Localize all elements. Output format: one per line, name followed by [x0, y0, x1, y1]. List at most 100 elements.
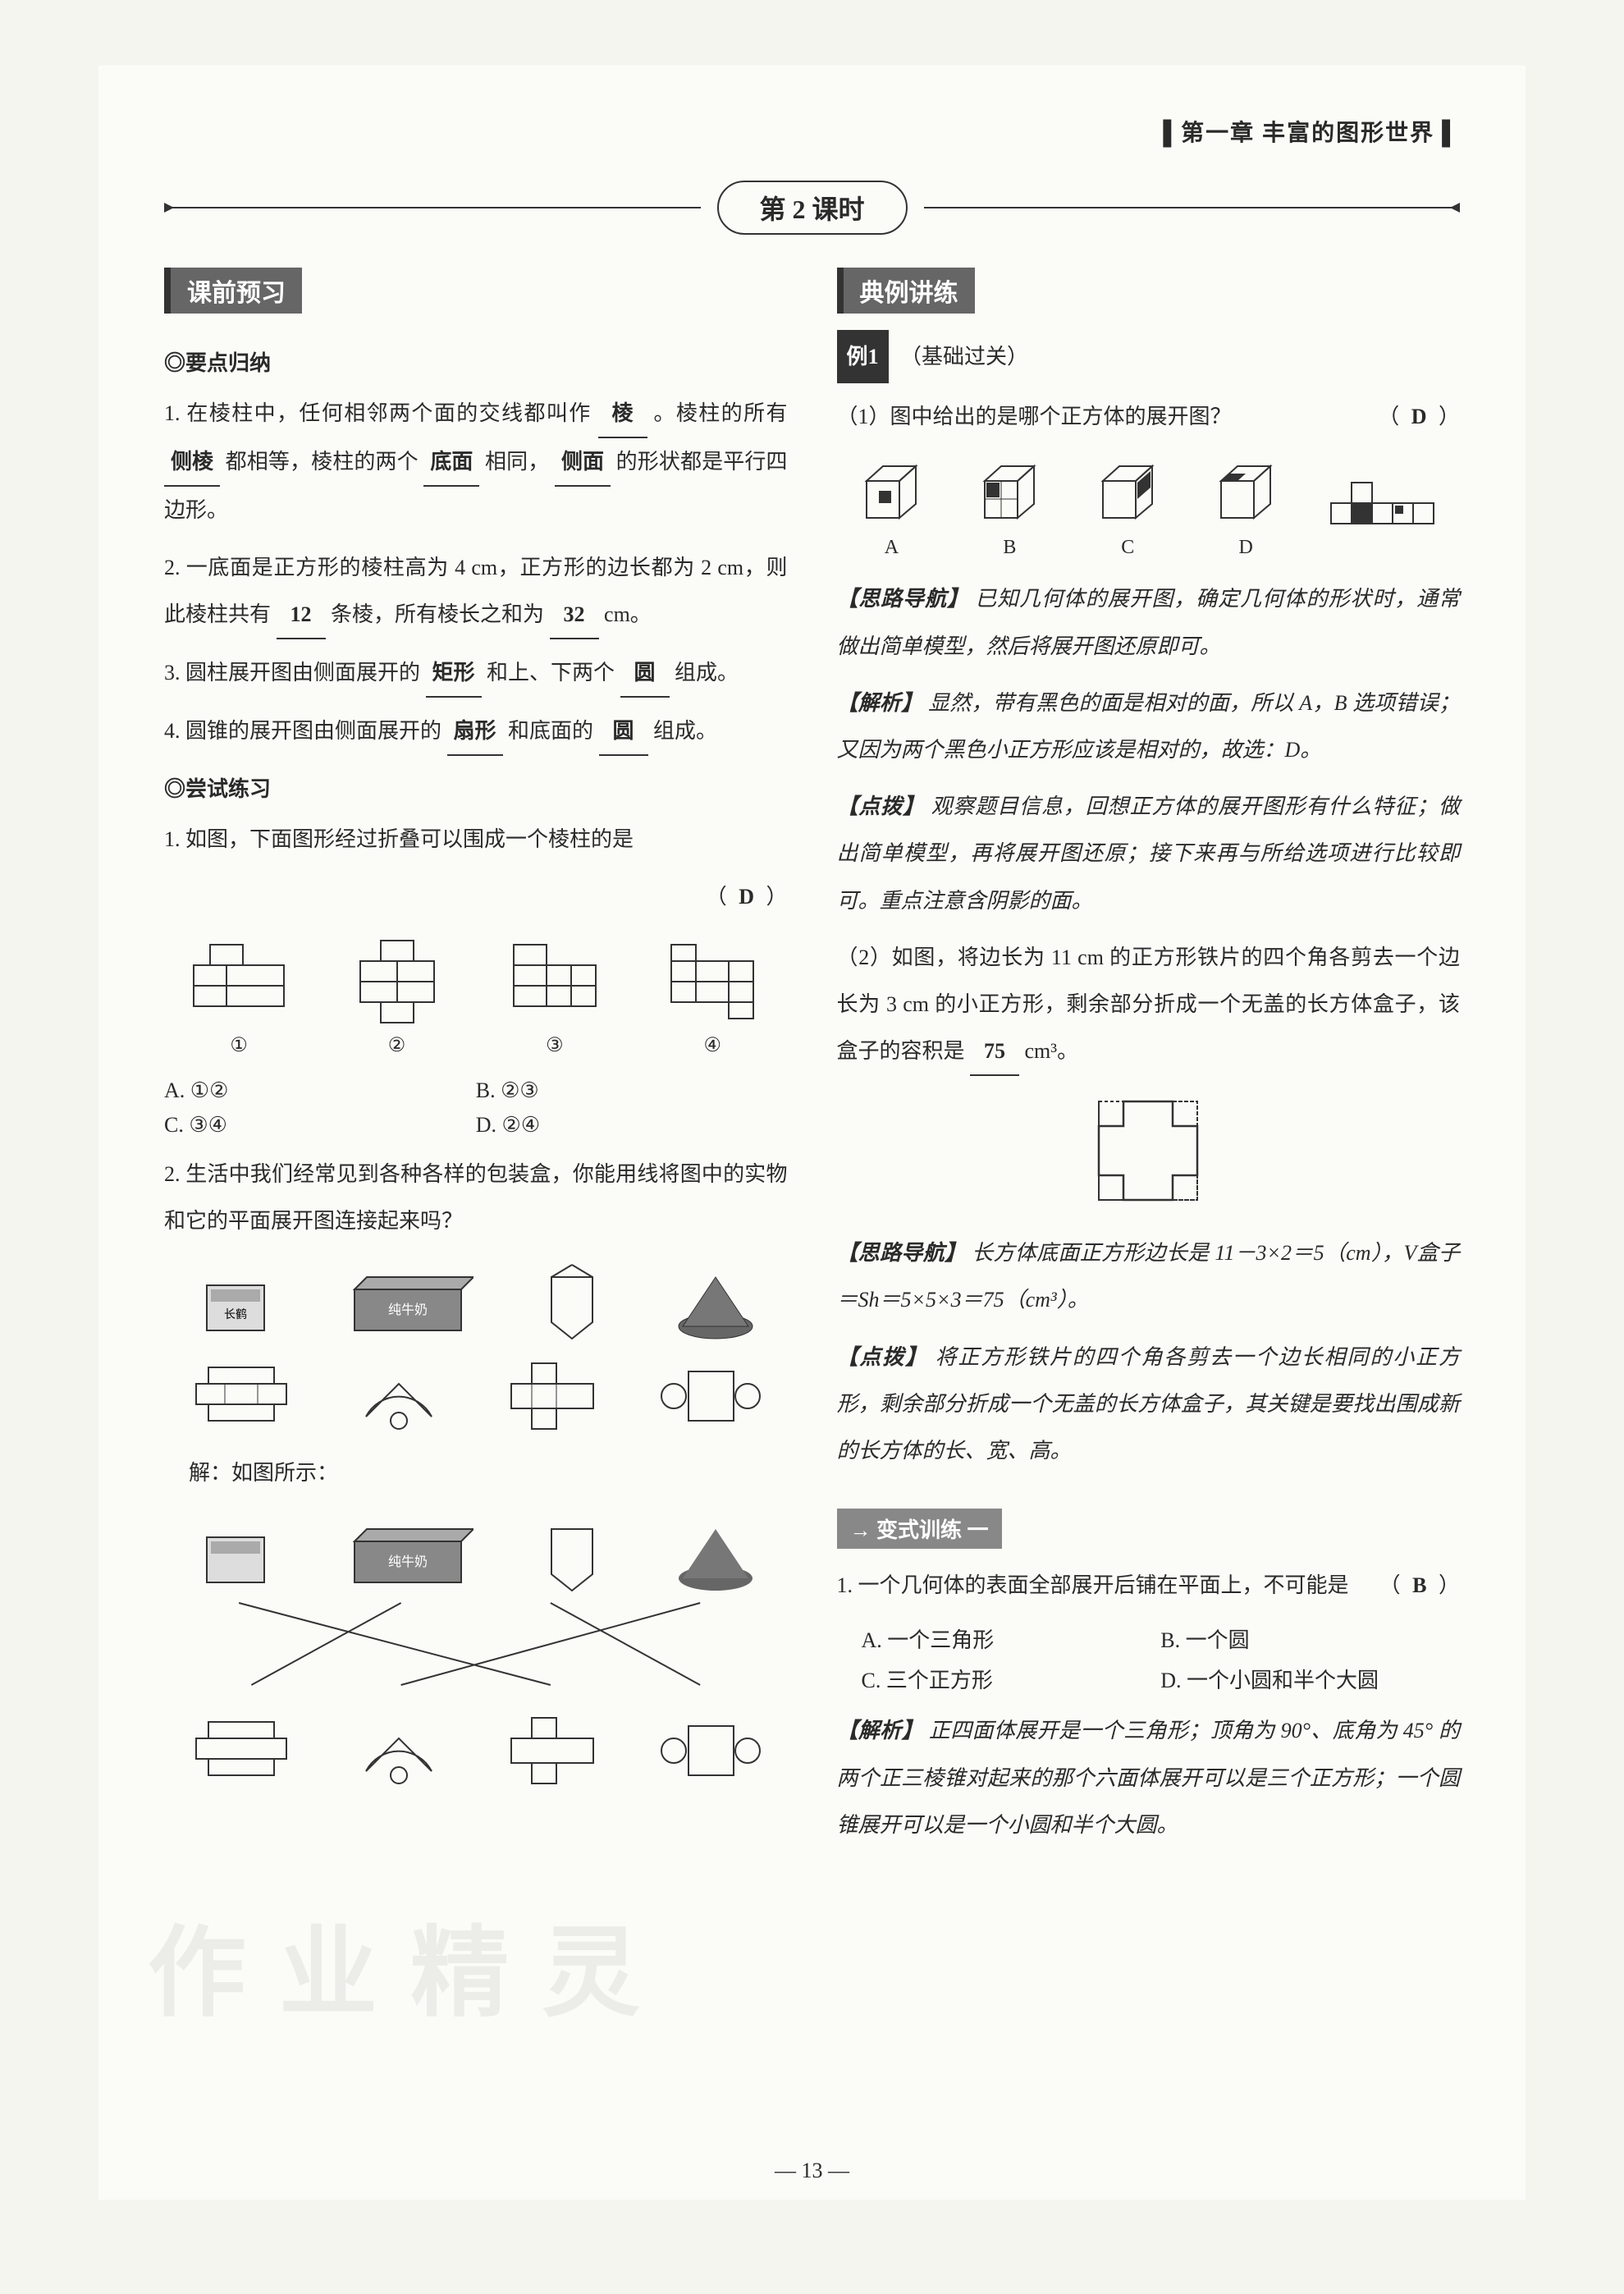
q1-opt-a: A. ①② [164, 1074, 476, 1108]
kp1-text-b: 。棱柱的所有 [653, 401, 787, 425]
box-object-icon: 长鹤 [190, 1269, 281, 1343]
two-column-layout: 课前预习 ◎要点归纳 1. 在棱柱中，任何相邻两个面的交线都叫作 棱 。棱柱的所… [164, 268, 1460, 1858]
kp2-blank-1: 12 [277, 591, 326, 639]
kp1-text-a: 1. 在棱柱中，任何相邻两个面的交线都叫作 [164, 401, 592, 425]
ana1-text: 显然，带有黑色的面是相对的面，所以 A，B 选项错误；又因为两个黑色小正方形应该… [837, 691, 1461, 762]
ex1-q2-prefix: （2）如图，将边长为 11 cm 的正方形铁片的四个角各剪去一个边长为 3 cm… [837, 946, 1461, 1063]
tip2-text: 将正方形铁片的四个角各剪去一个边长相同的小正方形，剩余部分折成一个无盖的长方体盒… [837, 1345, 1461, 1463]
kp3-blank-1: 矩形 [426, 649, 482, 698]
q1-opt-d: D. ②④ [476, 1108, 788, 1142]
kp4-text-a: 4. 圆锥的展开图由侧面展开的 [164, 719, 441, 743]
keypoint-2: 2. 一底面是正方形的棱柱高为 4 cm，正方形的边长都为 2 cm，则此棱柱共… [164, 544, 788, 639]
variant-q1-text: 1. 一个几何体的表面全部展开后铺在平面上，不可能是 [837, 1573, 1349, 1597]
v1-opt-b: B. 一个圆 [1160, 1619, 1460, 1659]
kp1-blank-2: 侧棱 [164, 438, 220, 487]
net-2-icon [344, 936, 451, 1027]
sol-net4-icon [657, 1714, 764, 1788]
left-column: 课前预习 ◎要点归纳 1. 在棱柱中，任何相邻两个面的交线都叫作 棱 。棱柱的所… [164, 268, 788, 1858]
q2-objects-row: 长鹤 纯牛奶 [164, 1261, 788, 1343]
sol-box-icon [190, 1521, 281, 1595]
milk-box-object-icon: 纯牛奶 [342, 1269, 473, 1343]
kp2-text-c: cm。 [604, 602, 652, 626]
v1-ana-text: 正四面体展开是一个三角形；顶角为 90°、底角为 45° 的两个正三棱锥对起来的… [837, 1719, 1461, 1836]
net-3-icon [501, 936, 608, 1027]
ex1-q1-answer: D [1405, 405, 1434, 428]
q2-nets-row [164, 1359, 788, 1433]
variant-training-header: 变式训练 一 [837, 1509, 1002, 1549]
ex1-q2-navigation: 【思路导航】 长方体底面正方形边长是 11－3×2＝5（cm），V盒子＝Sh＝5… [837, 1229, 1461, 1323]
v1-opt-c: C. 三个正方形 [862, 1659, 1161, 1699]
practice-q1-answer: D [732, 885, 761, 909]
divider-line-right [924, 207, 1461, 208]
ex1-tip: 【点拨】 观察题目信息，回想正方体的展开图形有什么特征；做出简单模型，再将展开图… [837, 783, 1461, 924]
cube-c: C [1086, 456, 1169, 559]
cone-object-icon [670, 1269, 761, 1343]
net-figure-3: ③ [501, 936, 608, 1057]
practice-q1-options: A. ①② B. ②③ C. ③④ D. ②④ [164, 1074, 788, 1142]
cylinder-net-icon [657, 1359, 764, 1433]
net-2-label: ② [388, 1035, 406, 1056]
keypoints-subheader: ◎要点归纳 [164, 346, 788, 377]
kp3-text-c: 组成。 [675, 661, 739, 685]
svg-text:长鹤: 长鹤 [224, 1308, 247, 1321]
sol-prism-icon [535, 1513, 609, 1595]
prism-object-icon [535, 1261, 609, 1343]
connection-lines-icon [164, 1595, 788, 1693]
cube-c-label: C [1121, 537, 1134, 558]
lesson-divider: 第 2 课时 [164, 181, 1460, 235]
cube-a-label: A [885, 537, 899, 558]
sol-net1-icon [188, 1714, 295, 1788]
example-1-badge: 例1 [837, 330, 889, 383]
net-4-label: ④ [704, 1035, 722, 1056]
q2-solution-label: 解：如图所示： [164, 1449, 788, 1496]
v1-ana-label: 【解析】 [837, 1719, 923, 1742]
cone-net-icon [350, 1367, 448, 1433]
ex1-cubes-row: A B [837, 456, 1461, 559]
example-1-header: 例1 （基础过关） [837, 330, 1461, 383]
ex1-navigation: 【思路导航】 已知几何体的展开图，确定几何体的形状时，通常做出简单模型，然后将展… [837, 575, 1461, 669]
ex1-q2-tip: 【点拨】 将正方形铁片的四个角各剪去一个边长相同的小正方形，剩余部分折成一个无盖… [837, 1334, 1461, 1475]
cube-net-icon [503, 1359, 602, 1433]
kp2-text-b: 条棱，所有棱长之和为 [331, 602, 544, 626]
preview-section-header: 课前预习 [164, 268, 302, 314]
ex1-q2: （2）如图，将边长为 11 cm 的正方形铁片的四个角各剪去一个边长为 3 cm… [837, 934, 1461, 1077]
cube-d: D [1205, 456, 1287, 559]
chapter-header: ▌第一章 丰富的图形世界 ▌ [164, 115, 1460, 148]
kp1-blank-3: 底面 [423, 438, 479, 487]
nav1-label: 【思路导航】 [837, 587, 969, 611]
tip1-label: 【点拨】 [837, 794, 926, 818]
kp2-blank-2: 32 [550, 591, 599, 639]
sol-cone-icon [670, 1521, 761, 1595]
kp3-text-b: 和上、下两个 [487, 661, 615, 685]
practice-subheader: ◎尝试练习 [164, 772, 788, 803]
cube-c-icon [1086, 456, 1169, 530]
q1-opt-b: B. ②③ [476, 1074, 788, 1108]
variant-q1-answer: B [1406, 1573, 1433, 1597]
net-4-icon [659, 936, 766, 1027]
net-3-label: ③ [546, 1035, 564, 1056]
examples-section-header: 典例讲练 [837, 268, 975, 314]
cube-a-icon [850, 456, 932, 530]
nav2-label: 【思路导航】 [837, 1241, 967, 1265]
kp1-text-c: 都相等，棱柱的两个 [226, 450, 419, 474]
kp1-text-d: 相同， [485, 450, 549, 474]
practice-q1-answer-row: （ D ） [164, 873, 788, 920]
kp1-blank-1: 棱 [598, 390, 647, 438]
cube-net-icon [1323, 478, 1446, 552]
ex1-q1-row: （1）图中给出的是哪个正方体的展开图？ （ D ） [837, 393, 1461, 440]
sol-net2-icon [350, 1722, 448, 1788]
net-1-label: ① [230, 1035, 248, 1056]
box-net-icon [188, 1359, 295, 1433]
practice-q2-text: 2. 生活中我们经常见到各种各样的包装盒，你能用线将图中的实物和它的平面展开图连… [164, 1151, 788, 1244]
ana1-label: 【解析】 [837, 691, 923, 715]
cut-square-icon [1082, 1089, 1214, 1212]
watermark-text: 作业精灵 [148, 1893, 673, 2035]
svg-text:纯牛奶: 纯牛奶 [388, 1555, 428, 1569]
page-container: ▌第一章 丰富的图形世界 ▌ 第 2 课时 课前预习 ◎要点归纳 1. 在棱柱中… [98, 66, 1526, 2200]
variant-q1-options: A. 一个三角形 B. 一个圆 C. 三个正方形 D. 一个小圆和半个大圆 [837, 1619, 1461, 1699]
ex1-q1-text: （1）图中给出的是哪个正方体的展开图？ [837, 405, 1232, 428]
keypoint-3: 3. 圆柱展开图由侧面展开的 矩形 和上、下两个 圆 组成。 [164, 649, 788, 698]
net-figure-2: ② [344, 936, 451, 1057]
ex1-q2-suffix: cm³。 [1025, 1039, 1079, 1063]
right-column: 典例讲练 例1 （基础过关） （1）图中给出的是哪个正方体的展开图？ （ D ） [837, 268, 1461, 1858]
